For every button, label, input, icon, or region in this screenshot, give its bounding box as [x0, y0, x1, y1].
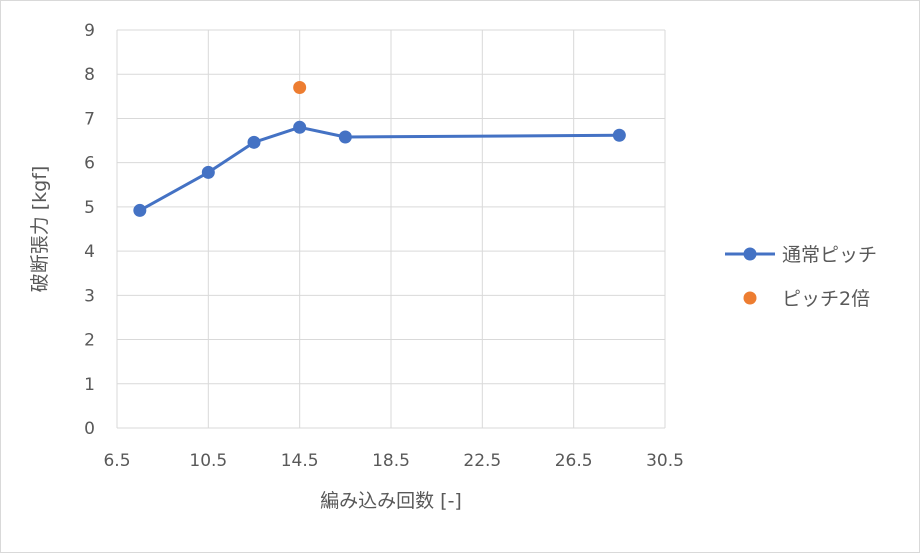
gridlines [116, 29, 666, 429]
data-point [612, 128, 626, 142]
data-point [201, 165, 215, 179]
x-tick-label: 26.5 [555, 451, 593, 471]
y-tick-label: 7 [84, 109, 95, 129]
legend-marker [743, 291, 757, 305]
y-tick-label: 6 [84, 154, 95, 174]
y-tick-label: 0 [84, 419, 95, 439]
y-tick-label: 5 [84, 198, 95, 218]
y-tick-label: 2 [84, 331, 95, 351]
x-tick-label: 22.5 [463, 451, 501, 471]
y-tick-label: 3 [84, 286, 95, 306]
data-point [293, 120, 307, 134]
y-axis-ticks: 0 1 2 3 4 5 6 7 8 9 [84, 21, 95, 439]
y-axis-title: 破断張力 [kgf] [29, 166, 51, 293]
x-tick-label: 14.5 [281, 451, 319, 471]
y-tick-label: 1 [84, 375, 95, 395]
legend-label: 通常ピッチ [782, 244, 877, 266]
y-tick-label: 4 [84, 242, 95, 262]
y-tick-label: 9 [84, 21, 95, 41]
x-tick-label: 30.5 [646, 451, 684, 471]
x-axis-ticks: 6.5 10.5 14.5 18.5 22.5 26.5 30.5 [103, 451, 683, 471]
data-point [338, 130, 352, 144]
x-axis-title: 編み込み回数 [-] [320, 490, 462, 512]
x-tick-label: 10.5 [189, 451, 227, 471]
legend-marker [743, 247, 757, 261]
series-line [139, 125, 620, 212]
x-tick-label: 18.5 [372, 451, 410, 471]
x-tick-label: 6.5 [103, 451, 130, 471]
y-tick-label: 8 [84, 65, 95, 85]
legend-label: ピッチ2倍 [782, 288, 870, 310]
data-point [293, 80, 307, 94]
data-point [247, 135, 261, 149]
series-group [133, 80, 626, 217]
data-point [133, 203, 147, 217]
